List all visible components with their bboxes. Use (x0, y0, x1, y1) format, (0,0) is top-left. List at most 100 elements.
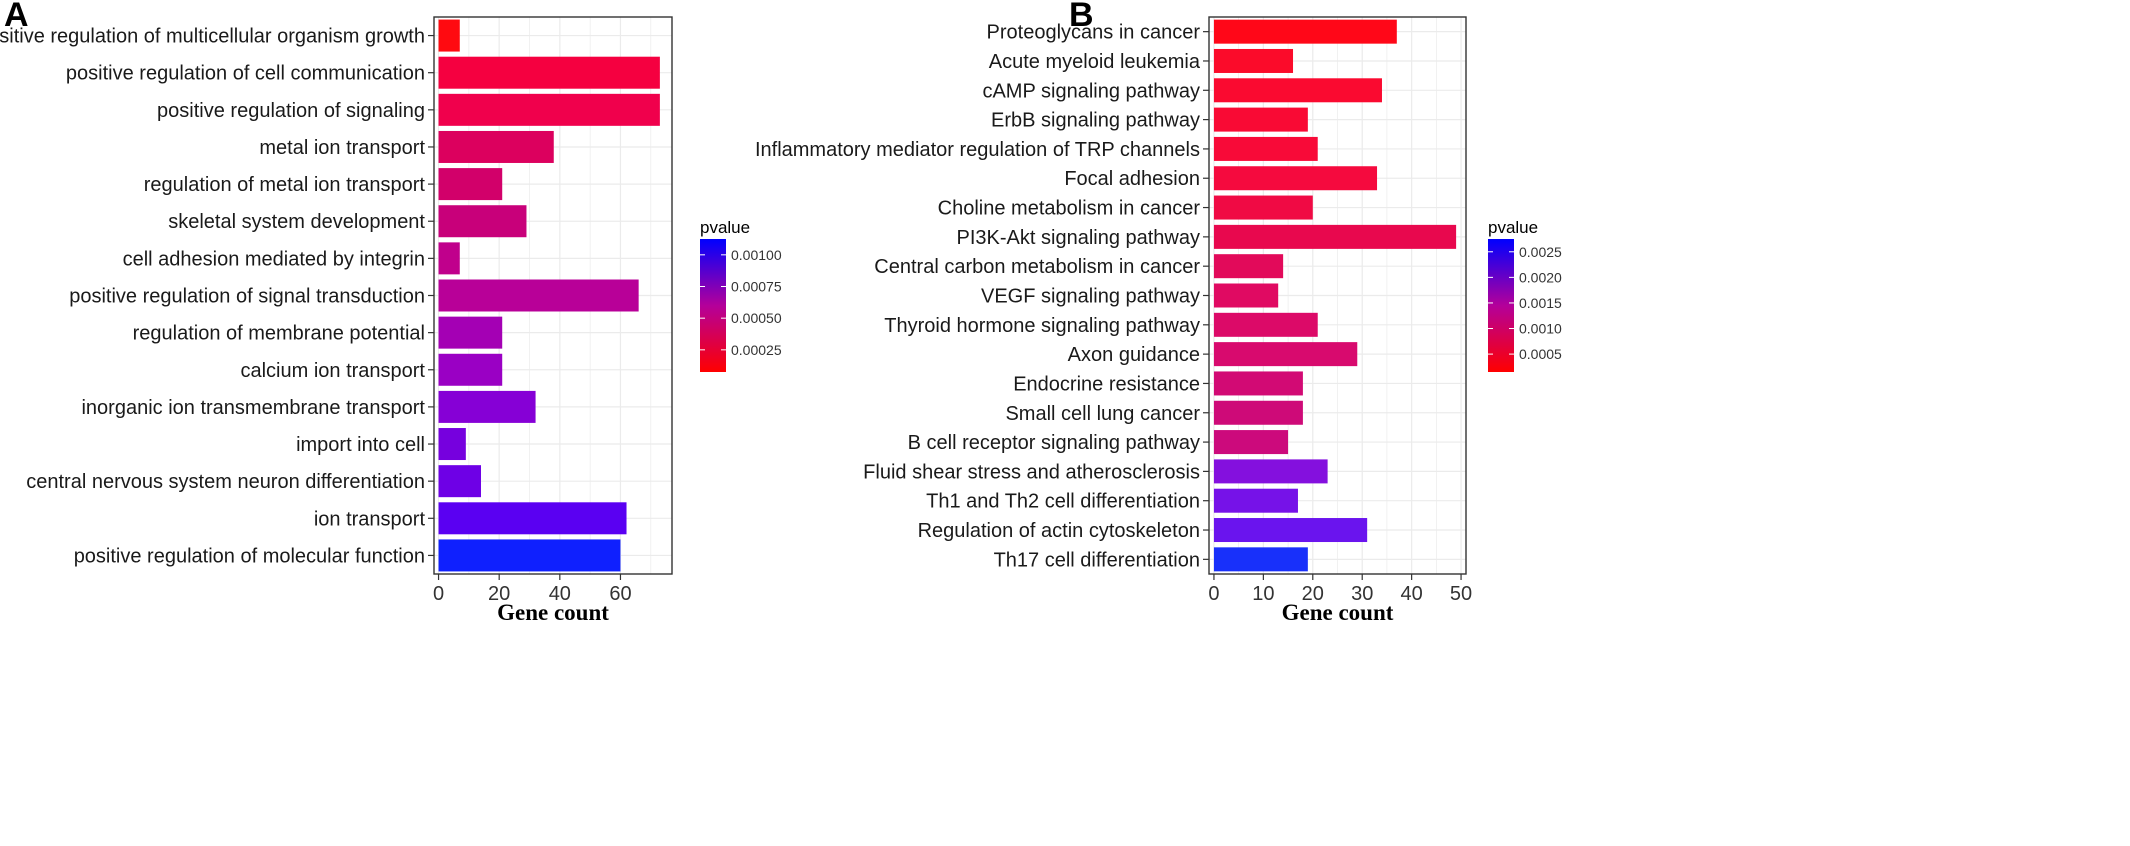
chart-panel-a: positive regulation of multicellular org… (0, 16, 782, 625)
bar (438, 56, 660, 89)
bar (1213, 224, 1457, 249)
legend-tick-label: 0.00050 (731, 310, 782, 326)
category-label: Small cell lung cancer (1005, 403, 1200, 425)
x-tick-label: 20 (1302, 583, 1324, 605)
category-label: B cell receptor signaling pathway (908, 432, 1200, 454)
x-axis-b: 0 10 20 30 40 50 (1208, 574, 1472, 605)
bar (438, 242, 460, 275)
x-axis-title-a: Gene count (497, 600, 609, 625)
bar (1213, 195, 1313, 220)
bar (1213, 371, 1303, 396)
legend-colorbar (700, 239, 726, 372)
bar (438, 390, 536, 423)
x-tick-label: 40 (1401, 583, 1423, 605)
bar (1213, 166, 1378, 191)
bar (1213, 254, 1284, 279)
category-label: ErbB signaling pathway (991, 110, 1200, 132)
category-label: regulation of membrane potential (133, 323, 425, 345)
bar (438, 353, 503, 386)
category-label: Fluid shear stress and atherosclerosis (863, 461, 1200, 483)
category-label: Th17 cell differentiation (994, 549, 1200, 571)
category-label: cell adhesion mediated by integrin (123, 248, 425, 270)
category-label: Acute myeloid leukemia (989, 51, 1201, 73)
category-label: Axon guidance (1068, 344, 1200, 366)
category-label: Proteoglycans in cancer (987, 22, 1201, 44)
bar (1213, 488, 1298, 513)
category-label: cAMP signaling pathway (982, 80, 1200, 102)
x-axis-title-b: Gene count (1282, 600, 1394, 625)
legend-b: pvalue 0.0025 0.0020 0.0015 0.0010 0.0005 (1488, 218, 1562, 372)
legend-tick-label: 0.0015 (1519, 295, 1562, 311)
bar (438, 205, 527, 238)
bar (438, 502, 627, 535)
x-tick-label: 30 (1351, 583, 1373, 605)
bar (438, 428, 466, 461)
chart-panel-b: Proteoglycans in cancer Acute myeloid leu… (755, 16, 1562, 625)
y-axis-b: Proteoglycans in cancer Acute myeloid leu… (755, 22, 1209, 571)
legend-tick-label: 0.00075 (731, 279, 782, 295)
bar (1213, 342, 1358, 367)
legend-a: pvalue 0.00100 0.00075 0.00050 0.00025 (700, 218, 782, 372)
panel-label-b: B (1069, 0, 1094, 34)
category-label: positive regulation of signaling (157, 100, 425, 122)
bar (1213, 136, 1318, 161)
bar (1213, 312, 1318, 337)
category-label: Focal adhesion (1064, 168, 1200, 190)
bar (1213, 48, 1294, 73)
legend-tick-label: 0.0020 (1519, 269, 1562, 285)
legend-title: pvalue (1488, 218, 1538, 237)
bar (1213, 400, 1303, 425)
category-label: metal ion transport (259, 137, 425, 159)
x-tick-label: 40 (549, 583, 571, 605)
x-tick-label: 10 (1252, 583, 1274, 605)
category-label: ion transport (314, 508, 426, 530)
category-label: positive regulation of molecular functio… (74, 545, 425, 567)
category-label: central nervous system neuron differenti… (26, 471, 425, 493)
legend-tick-label: 0.00025 (731, 342, 782, 358)
bar (438, 93, 660, 126)
x-tick-label: 20 (488, 583, 510, 605)
category-label: Endocrine resistance (1013, 373, 1200, 395)
legend-tick-label: 0.0010 (1519, 321, 1562, 337)
bar (1213, 518, 1368, 543)
category-label: positive regulation of signal transducti… (69, 286, 425, 308)
bar (1213, 459, 1328, 484)
legend-tick-label: 0.00100 (731, 247, 782, 263)
bar (1213, 107, 1308, 132)
x-tick-label: 0 (433, 583, 444, 605)
bar (1213, 283, 1279, 308)
category-label: Central carbon metabolism in cancer (874, 256, 1200, 278)
x-tick-label: 0 (1208, 583, 1219, 605)
panel-label-a: A (4, 0, 29, 34)
category-label: positive regulation of multicellular org… (0, 26, 425, 48)
category-label: Regulation of actin cytoskeleton (918, 520, 1200, 542)
y-axis-a: positive regulation of multicellular org… (0, 26, 434, 567)
bar (1213, 430, 1289, 455)
legend-colorbar (1488, 239, 1514, 372)
x-axis-a: 0 20 40 60 (433, 574, 632, 605)
legend-title: pvalue (700, 218, 750, 237)
category-label: calcium ion transport (240, 360, 425, 382)
bar (438, 539, 621, 572)
bars-b (1213, 19, 1457, 572)
category-label: inorganic ion transmembrane transport (81, 397, 425, 419)
bar (1213, 78, 1382, 103)
bar (438, 465, 481, 498)
category-label: PI3K-Akt signaling pathway (957, 227, 1200, 249)
bar (438, 316, 503, 349)
bar (1213, 19, 1397, 44)
category-label: Thyroid hormone signaling pathway (884, 315, 1200, 337)
category-label: skeletal system development (168, 211, 425, 233)
legend-tick-label: 0.0025 (1519, 244, 1562, 260)
category-label: Th1 and Th2 cell differentiation (926, 491, 1200, 513)
x-tick-label: 60 (609, 583, 631, 605)
x-tick-label: 50 (1450, 583, 1472, 605)
legend-tick-label: 0.0005 (1519, 346, 1562, 362)
category-label: positive regulation of cell communicatio… (66, 63, 425, 85)
bars-a (438, 19, 660, 572)
bar (1213, 547, 1308, 572)
bar (438, 168, 503, 201)
bar (438, 130, 554, 163)
category-label: Choline metabolism in cancer (938, 198, 1201, 220)
